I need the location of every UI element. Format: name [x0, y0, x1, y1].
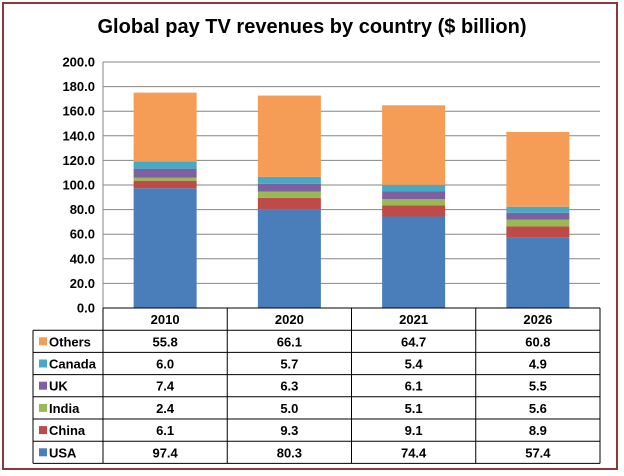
- data-label-uk-2010: 7.4: [156, 379, 175, 394]
- data-label-usa-2021: 74.4: [401, 445, 427, 460]
- bar-india-2010: [133, 177, 197, 181]
- legend-label-india: India: [49, 401, 80, 416]
- bar-uk-2020: [257, 183, 321, 192]
- legend-key-usa: [39, 448, 47, 457]
- data-label-others-2026: 60.8: [525, 334, 550, 349]
- data-label-usa-2010: 97.4: [152, 445, 178, 460]
- bar-canada-2026: [506, 206, 570, 213]
- data-label-china-2010: 6.1: [156, 423, 174, 438]
- data-label-others-2021: 64.7: [401, 334, 426, 349]
- data-label-uk-2021: 6.1: [405, 379, 423, 394]
- data-label-canada-2020: 5.7: [280, 357, 298, 372]
- data-label-canada-2021: 5.4: [405, 357, 424, 372]
- data-label-india-2010: 2.4: [156, 401, 175, 416]
- bar-china-2026: [506, 226, 570, 238]
- y-tick-label-1: 20.0: [70, 276, 95, 291]
- y-tick-label-6: 120.0: [62, 153, 95, 168]
- y-tick-label-7: 140.0: [62, 128, 95, 143]
- data-label-china-2020: 9.3: [280, 423, 298, 438]
- data-label-china-2021: 9.1: [405, 423, 423, 438]
- legend-label-china: China: [49, 423, 86, 438]
- bar-usa-2020: [257, 209, 321, 308]
- data-label-uk-2020: 6.3: [280, 379, 298, 394]
- legend-label-canada: Canada: [49, 357, 97, 372]
- bar-china-2020: [257, 197, 321, 210]
- y-tick-label-0: 0.0: [77, 301, 95, 316]
- chart-title: Global pay TV revenues by country ($ bil…: [97, 16, 527, 38]
- data-label-china-2026: 8.9: [529, 423, 547, 438]
- bar-uk-2026: [506, 212, 570, 220]
- y-tick-label-5: 100.0: [62, 178, 95, 193]
- legend-key-india: [39, 403, 47, 412]
- bar-canada-2020: [257, 176, 321, 184]
- y-tick-label-2: 40.0: [70, 251, 95, 266]
- category-label-2020: 2020: [275, 312, 304, 327]
- data-label-usa-2026: 57.4: [525, 445, 551, 460]
- bar-usa-2021: [382, 216, 446, 308]
- bar-usa-2010: [133, 188, 197, 308]
- y-tick-label-8: 160.0: [62, 104, 95, 119]
- data-label-usa-2020: 80.3: [277, 445, 302, 460]
- bar-canada-2010: [133, 161, 197, 169]
- data-label-others-2010: 55.8: [152, 334, 177, 349]
- data-label-canada-2026: 4.9: [529, 357, 547, 372]
- data-label-others-2020: 66.1: [277, 334, 302, 349]
- legend-key-uk: [39, 381, 47, 390]
- legend-key-china: [39, 426, 47, 435]
- data-label-uk-2026: 5.5: [529, 379, 547, 394]
- category-label-2021: 2021: [399, 312, 428, 327]
- bar-others-2021: [382, 105, 446, 185]
- chart-frame: [2, 2, 618, 470]
- bar-usa-2026: [506, 237, 570, 308]
- bar-uk-2021: [382, 191, 446, 200]
- category-label-2010: 2010: [151, 312, 180, 327]
- bar-india-2026: [506, 219, 570, 227]
- bar-others-2020: [257, 95, 321, 177]
- bar-india-2020: [257, 191, 321, 198]
- legend-label-others: Others: [49, 334, 91, 349]
- bar-china-2010: [133, 180, 197, 189]
- bar-uk-2010: [133, 168, 197, 178]
- y-tick-label-4: 80.0: [70, 202, 95, 217]
- data-label-canada-2010: 6.0: [156, 357, 174, 372]
- legend-label-uk: UK: [49, 379, 68, 394]
- data-label-india-2026: 5.6: [529, 401, 547, 416]
- y-tick-label-9: 180.0: [62, 79, 95, 94]
- data-label-india-2021: 5.1: [405, 401, 423, 416]
- bar-canada-2021: [382, 184, 446, 192]
- bar-others-2026: [506, 131, 570, 207]
- y-tick-label-3: 60.0: [70, 227, 95, 242]
- bar-india-2021: [382, 199, 446, 206]
- legend-key-canada: [39, 359, 47, 368]
- bar-others-2010: [133, 92, 197, 162]
- y-tick-label-10: 200.0: [62, 55, 95, 70]
- legend-label-usa: USA: [49, 445, 77, 460]
- data-label-india-2020: 5.0: [280, 401, 298, 416]
- category-label-2026: 2026: [523, 312, 552, 327]
- bar-china-2021: [382, 205, 446, 217]
- legend-key-others: [39, 337, 47, 346]
